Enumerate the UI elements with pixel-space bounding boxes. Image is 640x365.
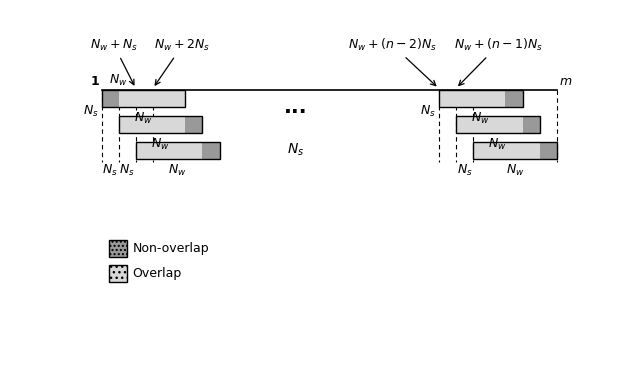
Text: $N_s$: $N_s$ [420,104,436,119]
Text: $N_w$: $N_w$ [109,73,128,88]
Text: $m$: $m$ [559,75,572,88]
Bar [202,142,220,159]
Text: $N_s$: $N_s$ [287,142,305,158]
Bar [439,90,506,107]
Text: 1: 1 [91,75,99,88]
Bar [119,116,186,133]
Text: $N_s$: $N_s$ [120,163,135,178]
Text: $N_w+(n-1)N_s$: $N_w+(n-1)N_s$ [454,37,543,85]
Bar [102,90,119,107]
Bar [473,142,557,159]
Text: Overlap: Overlap [132,267,182,280]
Text: $N_w+N_s$: $N_w+N_s$ [90,38,138,85]
Text: $N_w+(n-2)N_s$: $N_w+(n-2)N_s$ [348,37,436,86]
Bar [456,116,540,133]
Bar [540,142,557,159]
Bar [506,90,522,107]
Bar [473,142,540,159]
Text: $N_w$: $N_w$ [506,163,524,178]
Bar [102,90,186,107]
Bar [109,265,127,282]
Text: $N_s$: $N_s$ [456,163,472,178]
Text: $N_w$: $N_w$ [151,137,170,152]
Bar [439,90,522,107]
Bar [119,90,186,107]
Text: Non-overlap: Non-overlap [132,242,209,255]
Bar [136,142,220,159]
Bar [109,240,127,257]
Text: $N_w$: $N_w$ [472,111,490,126]
Bar [119,116,202,133]
Bar [456,116,522,133]
Text: $N_w+2N_s$: $N_w+2N_s$ [154,38,210,85]
Text: $N_s$: $N_s$ [102,163,118,178]
Text: $N_w$: $N_w$ [488,137,507,152]
Text: $N_w$: $N_w$ [168,163,187,178]
Text: ...: ... [284,97,308,117]
Bar [522,116,540,133]
Text: $N_s$: $N_s$ [83,104,99,119]
Bar [186,116,202,133]
Text: $N_w$: $N_w$ [134,111,153,126]
Bar [136,142,202,159]
